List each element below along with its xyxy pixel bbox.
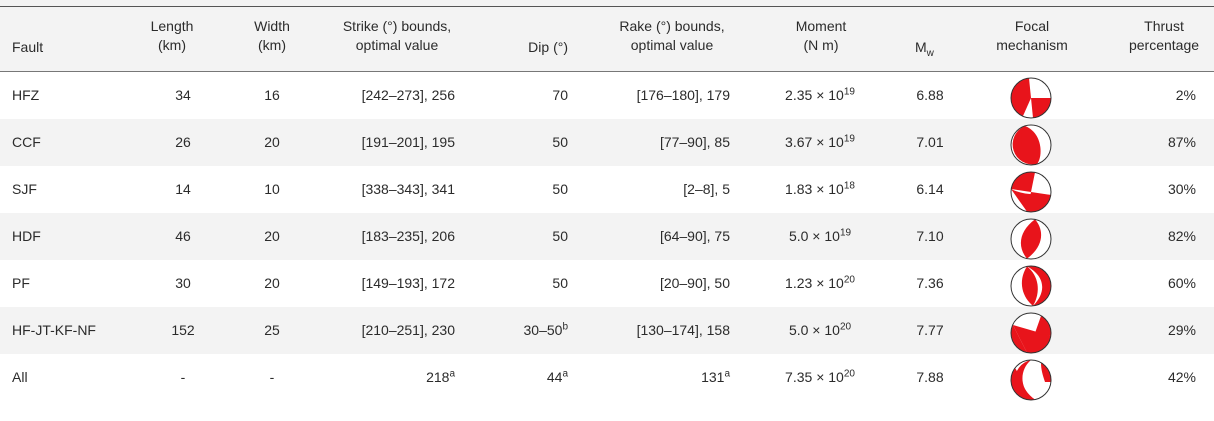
dip-cell: 50 — [552, 228, 568, 244]
width-cell: 10 — [264, 181, 280, 197]
length-cell: 152 — [171, 322, 195, 338]
width-cell: 20 — [264, 228, 280, 244]
focal-mechanism-beachball-icon — [1010, 171, 1052, 213]
thrust-cell: 2% — [1175, 87, 1196, 103]
rake-cell: 131a — [701, 368, 730, 385]
length-cell: 46 — [175, 228, 191, 244]
dip-cell: 50 — [552, 275, 568, 291]
thrust-cell: 87% — [1167, 134, 1196, 150]
dip-cell: 44a — [546, 368, 568, 385]
header-rake: Rake (°) bounds, optimal value — [619, 18, 725, 53]
strike-cell: 218a — [426, 368, 455, 385]
header-thrust-percentage: Thrust percentage — [1128, 18, 1200, 53]
dip-cell: 50 — [552, 181, 568, 197]
fault-cell: CCF — [12, 134, 41, 150]
rake-cell: [64–90], 75 — [659, 228, 730, 244]
fault-cell: PF — [12, 275, 30, 291]
moment-cell: 3.67 × 1019 — [785, 133, 855, 150]
width-cell: 16 — [264, 87, 280, 103]
fault-cell: HDF — [12, 228, 41, 244]
moment-cell: 5.0 × 1020 — [788, 321, 852, 338]
header-fault: Fault — [12, 39, 44, 55]
moment-cell: 5.0 × 1019 — [788, 227, 852, 244]
length-cell: 34 — [175, 87, 191, 103]
fault-cell: HF-JT-KF-NF — [12, 322, 96, 338]
strike-cell: [191–201], 195 — [361, 134, 455, 150]
fault-cell: HFZ — [12, 87, 40, 103]
focal-mechanism-beachball-icon — [1010, 124, 1052, 166]
length-cell: 14 — [175, 181, 191, 197]
header-dip: Dip (°) — [528, 39, 568, 55]
strike-cell: [183–235], 206 — [361, 228, 455, 244]
header-moment: Moment (N m) — [795, 18, 847, 53]
strike-cell: [210–251], 230 — [361, 322, 455, 338]
moment-cell: 2.35 × 1019 — [785, 86, 855, 103]
focal-mechanism-beachball-icon — [1010, 312, 1052, 354]
width-cell: - — [269, 369, 275, 385]
moment-cell: 1.83 × 1018 — [785, 180, 855, 197]
strike-cell: [242–273], 256 — [361, 87, 455, 103]
header-strike: Strike (°) bounds, optimal value — [342, 18, 452, 53]
mw-cell: 7.01 — [916, 134, 944, 150]
rake-cell: [130–174], 158 — [636, 322, 730, 338]
dip-cell: 70 — [552, 87, 568, 103]
thrust-cell: 29% — [1167, 322, 1196, 338]
rake-cell: [77–90], 85 — [659, 134, 730, 150]
thrust-cell: 42% — [1167, 369, 1196, 385]
fault-cell: SJF — [12, 181, 37, 197]
mw-cell: 7.77 — [916, 322, 944, 338]
moment-cell: 1.23 × 1020 — [785, 274, 855, 291]
mw-cell: 6.88 — [916, 87, 944, 103]
dip-cell: 50 — [552, 134, 568, 150]
header-focal-mechanism: Focal mechanism — [996, 18, 1068, 53]
header-mw: Mw — [915, 39, 934, 59]
focal-mechanism-beachball-icon — [1010, 77, 1052, 119]
mw-cell: 7.88 — [916, 369, 944, 385]
width-cell: 20 — [264, 134, 280, 150]
rake-cell: [176–180], 179 — [636, 87, 730, 103]
length-cell: 26 — [175, 134, 191, 150]
thrust-cell: 82% — [1167, 228, 1196, 244]
thrust-cell: 30% — [1167, 181, 1196, 197]
dip-cell: 30–50b — [523, 321, 569, 338]
table-header-rule — [0, 71, 1214, 72]
focal-mechanism-beachball-icon — [1010, 265, 1052, 307]
focal-mechanism-beachball-icon — [1010, 359, 1052, 401]
header-width: Width (km) — [254, 18, 290, 53]
strike-cell: [338–343], 341 — [361, 181, 455, 197]
rake-cell: [2–8], 5 — [683, 181, 730, 197]
width-cell: 20 — [264, 275, 280, 291]
mw-cell: 6.14 — [916, 181, 944, 197]
mw-cell: 7.10 — [916, 228, 944, 244]
thrust-cell: 60% — [1167, 275, 1196, 291]
moment-cell: 7.35 × 1020 — [785, 368, 855, 385]
length-cell: - — [180, 369, 186, 385]
table-header-band — [0, 0, 1214, 72]
width-cell: 25 — [264, 322, 280, 338]
rake-cell: [20–90], 50 — [659, 275, 730, 291]
table-top-rule — [0, 6, 1214, 7]
mw-cell: 7.36 — [916, 275, 944, 291]
length-cell: 30 — [175, 275, 191, 291]
focal-mechanism-beachball-icon — [1010, 218, 1052, 260]
fault-cell: All — [12, 369, 28, 385]
header-length: Length (km) — [150, 18, 194, 53]
strike-cell: [149–193], 172 — [361, 275, 455, 291]
